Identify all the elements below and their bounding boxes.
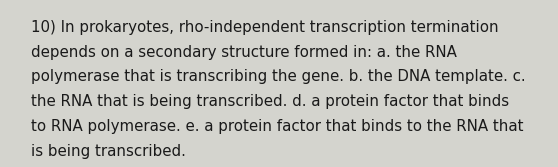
Text: the RNA that is being transcribed. d. a protein factor that binds: the RNA that is being transcribed. d. a … — [31, 94, 509, 109]
Text: to RNA polymerase. e. a protein factor that binds to the RNA that: to RNA polymerase. e. a protein factor t… — [31, 119, 523, 134]
Text: depends on a secondary structure formed in: a. the RNA: depends on a secondary structure formed … — [31, 45, 456, 60]
Text: is being transcribed.: is being transcribed. — [31, 144, 186, 159]
Text: polymerase that is transcribing the gene. b. the DNA template. c.: polymerase that is transcribing the gene… — [31, 69, 525, 85]
Text: 10) In prokaryotes, rho-independent transcription termination: 10) In prokaryotes, rho-independent tran… — [31, 20, 498, 35]
